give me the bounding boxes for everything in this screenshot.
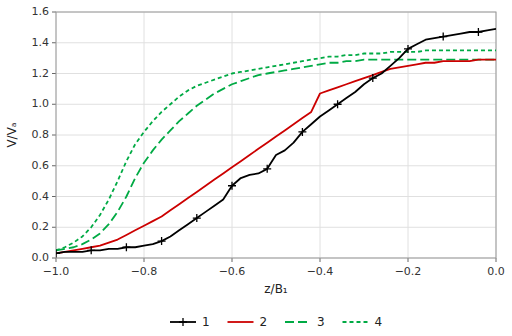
legend-swatch: [285, 321, 311, 323]
plot-area: [56, 28, 496, 257]
legend: 1 2 3 4: [170, 315, 382, 329]
legend-swatch: [228, 321, 254, 323]
point-marker: [263, 165, 271, 173]
legend-label: 3: [317, 315, 325, 329]
grid-line: [232, 12, 233, 258]
tick-label: 1.0: [32, 97, 50, 110]
legend-entry: 1: [170, 315, 210, 329]
grid-line: [56, 196, 496, 197]
grid-line: [56, 42, 496, 43]
grid-line: [320, 12, 321, 258]
tick-label: 0.0: [487, 265, 505, 278]
tick-mark: [408, 258, 409, 262]
tick-label: −0.8: [131, 265, 158, 278]
tick-label: 0.0: [32, 251, 50, 264]
tick-mark: [52, 135, 56, 136]
y-axis-label: V/Vₐ: [5, 122, 19, 147]
tick-label: 1.2: [32, 67, 50, 80]
point-marker: [334, 100, 342, 108]
point-marker: [439, 33, 447, 41]
point-marker: [228, 182, 236, 190]
tick-label: 1.4: [32, 36, 50, 49]
tick-label: −0.6: [219, 265, 246, 278]
tick-mark: [52, 104, 56, 105]
tick-mark: [52, 12, 56, 13]
tick-label: 0.2: [32, 220, 50, 233]
tick-mark: [52, 73, 56, 74]
legend-label: 2: [260, 315, 268, 329]
point-marker: [369, 74, 377, 82]
tick-mark: [496, 258, 497, 262]
plot-frame: [56, 12, 496, 258]
tick-mark: [56, 258, 57, 262]
point-marker: [56, 249, 60, 257]
legend-swatch: [343, 321, 369, 323]
legend-marker: [179, 318, 187, 326]
tick-label: −0.2: [395, 265, 422, 278]
point-marker: [474, 28, 482, 36]
x-axis-label: z/B₁: [264, 282, 288, 296]
legend-label: 4: [375, 315, 383, 329]
series-line: [56, 50, 496, 250]
tick-mark: [52, 165, 56, 166]
point-marker: [87, 246, 95, 254]
tick-label: 0.6: [32, 159, 50, 172]
tick-label: −0.4: [307, 265, 334, 278]
tick-mark: [232, 258, 233, 262]
grid-line: [56, 104, 496, 105]
grid-line: [56, 73, 496, 74]
tick-label: 1.6: [32, 5, 50, 18]
legend-label: 1: [202, 315, 210, 329]
grid-line: [56, 135, 496, 136]
tick-mark: [52, 196, 56, 197]
grid-line: [56, 165, 496, 166]
point-marker: [404, 45, 412, 53]
tick-label: 0.4: [32, 190, 50, 203]
grid-line: [144, 12, 145, 258]
tick-mark: [52, 42, 56, 43]
axes: 0.0 0.2 0.4 0.6 0.8 1.0 1.2 1.4 1.6 −1.0 −0.8 −0.6 −…: [32, 5, 505, 278]
tick-mark: [52, 258, 56, 259]
point-marker: [122, 243, 130, 251]
point-marker: [158, 237, 166, 245]
grid: [56, 12, 496, 258]
chart: 0.0 0.2 0.4 0.6 0.8 1.0 1.2 1.4 1.6 −1.0 −0.8 −0.6 −…: [0, 0, 512, 336]
legend-entry: 2: [228, 315, 268, 329]
legend-entry: 4: [343, 315, 383, 329]
series-line: [56, 29, 496, 253]
tick-mark: [320, 258, 321, 262]
tick-label: −1.0: [43, 265, 70, 278]
tick-label: 0.8: [32, 128, 50, 141]
point-marker: [193, 214, 201, 222]
legend-entry: 3: [285, 315, 325, 329]
tick-mark: [52, 227, 56, 228]
tick-mark: [144, 258, 145, 262]
point-marker: [298, 128, 306, 136]
grid-line: [56, 227, 496, 228]
